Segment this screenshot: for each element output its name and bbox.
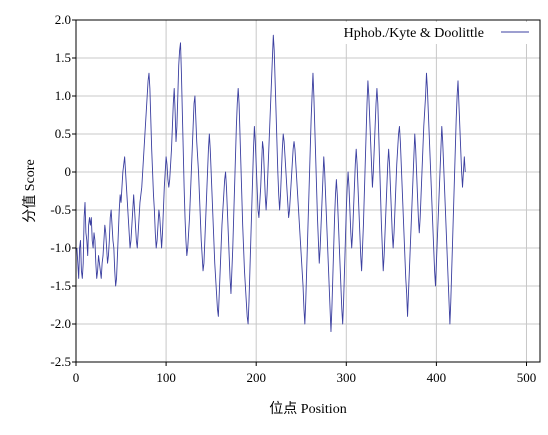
y-tick-label: 1.0 (55, 88, 71, 103)
y-tick-label: -1.0 (50, 240, 71, 255)
y-tick-label: 2.0 (55, 12, 71, 27)
legend-label: Hphob./Kyte & Doolittle (344, 26, 484, 41)
series-line (76, 34, 466, 333)
series-layer (76, 34, 466, 333)
y-axis-title: 分值 Score (22, 159, 38, 222)
y-tick-label: 0.5 (55, 126, 71, 141)
x-axis-title: 位点 Position (269, 401, 346, 417)
y-tick-label: 0 (65, 164, 72, 179)
x-tick-label: 0 (73, 370, 80, 385)
y-tick-label: -2.5 (50, 354, 71, 369)
y-tick-label: -1.5 (50, 278, 71, 293)
y-tick-label: -2.0 (50, 316, 71, 331)
x-tick-label: 300 (337, 370, 357, 385)
plot-frame (75, 19, 541, 363)
legend: Hphob./Kyte & Doolittle (314, 22, 538, 44)
x-tick-label: 400 (427, 370, 447, 385)
x-tick-label: 200 (246, 370, 266, 385)
x-tick-label: 500 (517, 370, 537, 385)
ticks: -2.5 -2.0 -1.5 -1.0 -0.5 0 0.5 1.0 1.5 2.0 0 100 200… (50, 12, 536, 385)
y-tick-label: -0.5 (50, 202, 71, 217)
x-tick-label: 100 (156, 370, 176, 385)
grid (75, 19, 540, 363)
y-tick-label: 1.5 (55, 50, 71, 65)
legend-background (314, 22, 538, 44)
